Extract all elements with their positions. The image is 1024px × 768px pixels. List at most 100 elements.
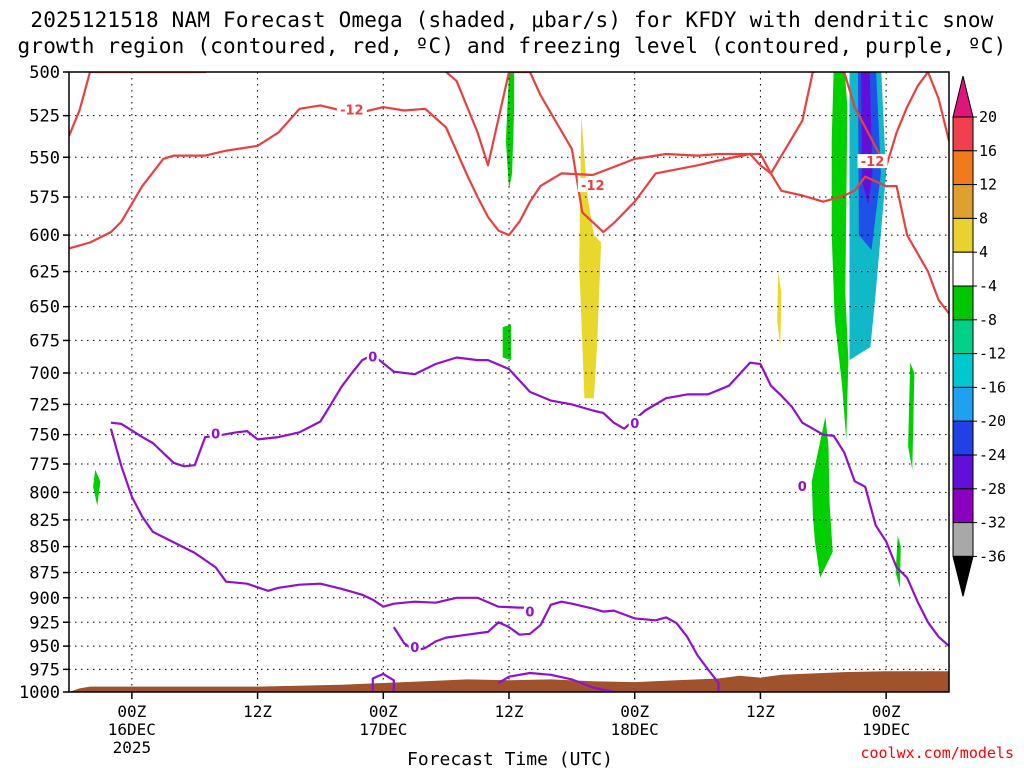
colorbar: 20 16 12 8 4 -4 -8 -12 -16 -20 -24 -28 -32 -36 bbox=[952, 75, 1006, 597]
x-tick-label: 12Z bbox=[495, 702, 524, 721]
freezing-contour-frz_lower bbox=[109, 428, 530, 609]
chart-title-line-2: growth region (contoured, red, ºC) and f… bbox=[17, 34, 1007, 58]
colorbar-label: -4 bbox=[979, 277, 997, 295]
y-tick-label: 875 bbox=[29, 564, 60, 584]
x-tick-label: 19DEC bbox=[862, 720, 910, 739]
colorbar-label: 4 bbox=[979, 243, 988, 261]
omega-shade-green-3 bbox=[831, 72, 849, 441]
dgz-label-bg-0 bbox=[336, 102, 367, 117]
dgz-contour-dgz_lower bbox=[69, 104, 949, 315]
freezing-label-bg-1 bbox=[366, 349, 379, 364]
colorbar-segment-8 bbox=[952, 353, 974, 388]
y-tick-label: 600 bbox=[29, 226, 60, 246]
colorbar-segment-3 bbox=[952, 184, 974, 219]
colorbar-label: -8 bbox=[979, 311, 997, 329]
contour-layer bbox=[69, 72, 949, 692]
colorbar-label: -12 bbox=[979, 345, 1006, 363]
omega-shade-green-2 bbox=[502, 324, 512, 361]
omega-shade-purple-0 bbox=[861, 72, 873, 205]
colorbar-label: -24 bbox=[979, 446, 1006, 464]
x-tick-label: 17DEC bbox=[359, 720, 407, 739]
dgz-contour-label: -12 bbox=[581, 179, 605, 194]
x-tick-label: 16DEC bbox=[108, 720, 156, 739]
colorbar-segment-2 bbox=[952, 150, 974, 186]
y-tick-label: 550 bbox=[29, 148, 60, 168]
terrain-layer bbox=[69, 671, 949, 692]
y-tick-label: 725 bbox=[29, 395, 60, 415]
colorbar-segment-4 bbox=[952, 217, 974, 253]
x-tick-label: 12Z bbox=[243, 702, 272, 721]
colorbar-segment-5 bbox=[952, 251, 974, 287]
y-tick-label: 925 bbox=[29, 613, 60, 633]
y-tick-label: 675 bbox=[29, 331, 60, 351]
colorbar-top-arrow bbox=[952, 75, 974, 118]
colorbar-segment-7 bbox=[952, 319, 974, 355]
x-tick-label: 18DEC bbox=[611, 720, 659, 739]
y-tick-label: 625 bbox=[29, 263, 60, 283]
colorbar-label: -16 bbox=[979, 378, 1006, 396]
colorbar-segment-1 bbox=[952, 116, 974, 152]
freezing-label-bg-3 bbox=[523, 604, 536, 619]
omega-shade-green-4 bbox=[811, 416, 833, 578]
colorbar-label: 20 bbox=[979, 108, 997, 126]
y-tick-label: 900 bbox=[29, 589, 60, 609]
freezing-label-bg-4 bbox=[408, 640, 421, 655]
y-tick-label: 575 bbox=[29, 188, 60, 208]
colorbar-label: -32 bbox=[979, 514, 1006, 532]
y-tick-label: 1000 bbox=[19, 683, 60, 703]
x-tick-label: 00Z bbox=[117, 702, 146, 721]
freezing-contour-label: 0 bbox=[368, 350, 377, 365]
x-tick-label: 00Z bbox=[620, 702, 649, 721]
y-tick-label: 750 bbox=[29, 426, 60, 446]
y-tick-label: 950 bbox=[29, 637, 60, 657]
colorbar-segment-11 bbox=[952, 454, 974, 490]
omega-shade-green-0 bbox=[505, 72, 515, 190]
chart-title-line-1: 2025121518 NAM Forecast Omega (shaded, μ… bbox=[30, 8, 994, 32]
freezing-contour-label: 0 bbox=[525, 606, 534, 621]
colorbar-segment-10 bbox=[952, 420, 974, 456]
y-tick-label: 775 bbox=[29, 455, 60, 475]
omega-shade-green-1 bbox=[93, 469, 101, 506]
omega-shade-yellow-1 bbox=[777, 271, 782, 347]
credit-text: coolwx.com/models bbox=[860, 744, 1014, 762]
y-tick-label: 975 bbox=[29, 660, 60, 680]
dgz-contour-label: -12 bbox=[861, 155, 885, 170]
y-tick-label: 650 bbox=[29, 298, 60, 318]
dgz-label-bg-1 bbox=[577, 178, 608, 193]
freezing-label-bg-2 bbox=[628, 415, 641, 430]
y-tick-label: 700 bbox=[29, 364, 60, 384]
y-axis: 500 525 550 575 600 625 650 675 700 725 750 775 800 8… bbox=[19, 63, 69, 703]
freezing-label-bg-5 bbox=[796, 478, 809, 493]
freezing-contour-frz_island bbox=[392, 600, 720, 692]
freezing-contour-label: 0 bbox=[798, 480, 807, 495]
colorbar-label: 12 bbox=[979, 176, 997, 194]
colorbar-segment-9 bbox=[952, 386, 974, 422]
freezing-contour-frz_bottom bbox=[497, 671, 615, 692]
colorbar-label: -36 bbox=[979, 547, 1006, 565]
x-tick-label: 00Z bbox=[369, 702, 398, 721]
x-tick-label: 00Z bbox=[872, 702, 901, 721]
surface-terrain bbox=[69, 671, 949, 692]
colorbar-label: -20 bbox=[979, 412, 1006, 430]
dgz-label-bg-2 bbox=[857, 154, 888, 169]
colorbar-label: -28 bbox=[979, 480, 1006, 498]
freezing-contour-label: 0 bbox=[410, 641, 419, 656]
omega-shade-green-6 bbox=[895, 536, 901, 588]
contour-labels: -12 -12 -12 0 0 0 0 0 0 bbox=[209, 102, 888, 656]
y-tick-label: 800 bbox=[29, 483, 60, 503]
omega-shade-green-5 bbox=[908, 362, 915, 470]
colorbar-label: 8 bbox=[979, 209, 988, 227]
colorbar-segment-12 bbox=[952, 488, 974, 524]
x-tick-label: 12Z bbox=[746, 702, 775, 721]
colorbar-bottom-arrow bbox=[952, 555, 974, 597]
dgz-contour-dgz_upper bbox=[69, 72, 949, 234]
colorbar-segment-6 bbox=[952, 285, 974, 321]
colorbar-label: 16 bbox=[979, 142, 997, 160]
y-tick-label: 850 bbox=[29, 538, 60, 558]
freezing-contour-label: 0 bbox=[630, 417, 639, 432]
y-tick-label: 500 bbox=[29, 63, 60, 83]
y-tick-label: 525 bbox=[29, 107, 60, 127]
y-tick-label: 825 bbox=[29, 511, 60, 531]
